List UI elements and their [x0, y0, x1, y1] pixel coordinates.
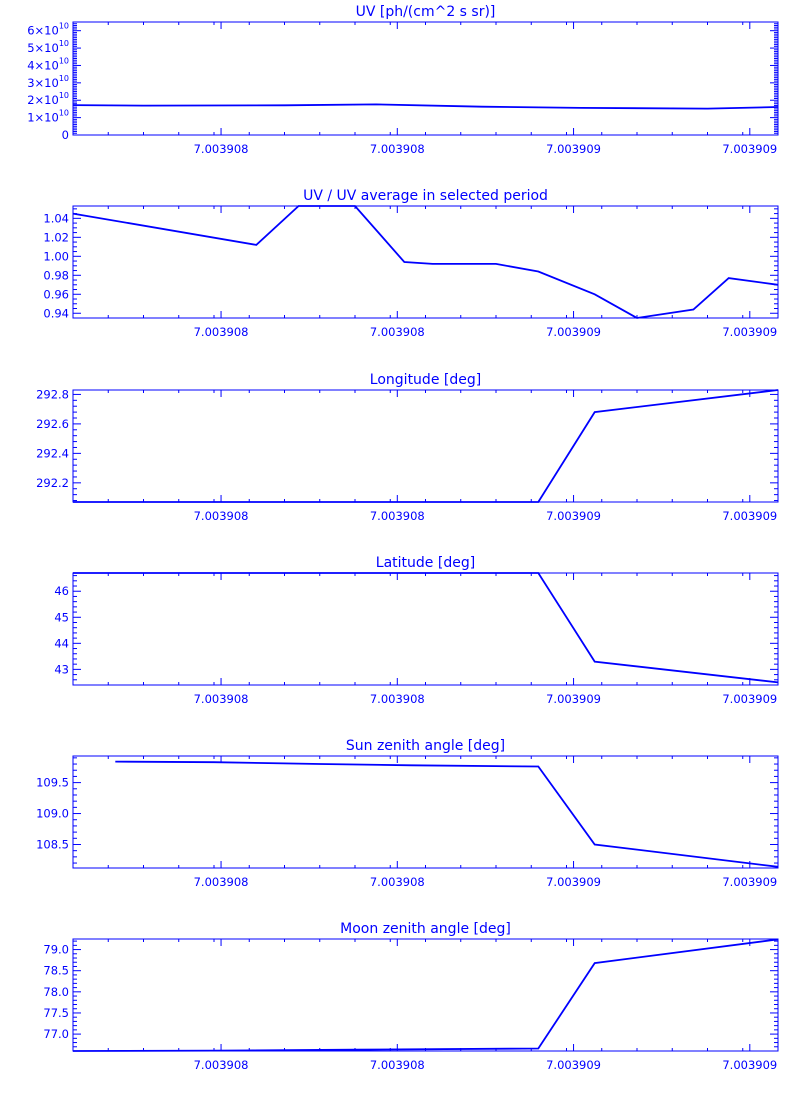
x-tick-label: 7.003908 — [194, 1058, 249, 1072]
x-tick-label: 7.003908 — [194, 325, 249, 339]
x-tick-label: 7.003909 — [546, 509, 601, 523]
series-line — [115, 760, 779, 868]
y-tick-label: 0.96 — [43, 287, 69, 301]
panel-title: UV / UV average in selected period — [303, 188, 548, 204]
plot-frame — [72, 755, 779, 869]
y-tick-label: 0.94 — [43, 306, 69, 320]
y-tick-label: 292.6 — [36, 417, 69, 431]
y-tick-label: 292.2 — [36, 476, 69, 490]
y-tick-label: 43 — [54, 662, 69, 676]
x-tick-label: 7.003909 — [546, 325, 601, 339]
y-tick-label: 5×1010 — [27, 39, 69, 55]
plot-frame — [72, 205, 779, 319]
y-tick-label: 1.02 — [43, 230, 69, 244]
x-tick-label: 7.003909 — [722, 692, 777, 706]
x-tick-label: 7.003909 — [722, 142, 777, 156]
plot-frame — [72, 389, 779, 503]
y-tick-label: 77.0 — [43, 1027, 69, 1041]
x-tick-label: 7.003909 — [722, 1058, 777, 1072]
x-tick-label: 7.003908 — [370, 142, 425, 156]
panel-5: Sun zenith angle [deg] 108.5 109.0 109.5 7.0… — [36, 738, 779, 889]
plot-frame — [72, 572, 779, 686]
panel-4: Latitude [deg] 43 44 45 46 7.003908 7.003908 7.… — [54, 555, 779, 706]
x-tick-label: 7.003908 — [194, 692, 249, 706]
x-tick-label: 7.003909 — [722, 875, 777, 889]
x-tick-label: 7.003908 — [370, 875, 425, 889]
x-tick-label: 7.003908 — [194, 509, 249, 523]
series-line — [72, 205, 779, 319]
y-tick-label: 79.0 — [43, 943, 69, 957]
panel-title: UV [ph/(cm^2 s sr)] — [356, 4, 496, 20]
x-tick-label: 7.003909 — [546, 875, 601, 889]
panel-title: Latitude [deg] — [376, 555, 475, 571]
y-tick-label: 46 — [54, 584, 69, 598]
y-tick-label: 4×1010 — [27, 56, 69, 72]
y-tick-label: 1.04 — [43, 211, 69, 225]
x-tick-label: 7.003908 — [370, 692, 425, 706]
x-tick-label: 7.003909 — [722, 509, 777, 523]
y-tick-label: 109.5 — [36, 776, 69, 790]
y-tick-label: 3×1010 — [27, 74, 69, 90]
y-tick-label: 0.98 — [43, 268, 69, 282]
y-tick-label: 2×1010 — [27, 91, 69, 107]
panel-title: Longitude [deg] — [370, 372, 481, 388]
x-tick-label: 7.003908 — [370, 325, 425, 339]
y-tick-label: 1×1010 — [27, 109, 69, 125]
x-tick-label: 7.003908 — [194, 875, 249, 889]
x-tick-label: 7.003909 — [546, 142, 601, 156]
panel-6: Moon zenith angle [deg] 77.0 77.5 78.0 78.5 7… — [43, 921, 779, 1072]
y-tick-label: 109.0 — [36, 807, 69, 821]
panel-2: UV / UV average in selected period 0.94 0.… — [43, 188, 779, 339]
y-tick-label: 292.4 — [36, 446, 69, 460]
y-tick-label: 45 — [54, 610, 69, 624]
series-line — [73, 572, 779, 684]
series-line — [72, 938, 779, 1052]
y-tick-label: 108.5 — [36, 837, 69, 851]
y-tick-label: 77.5 — [43, 1006, 69, 1020]
series-line — [72, 103, 779, 110]
panel-title: Sun zenith angle [deg] — [346, 738, 505, 754]
y-tick-label: 0 — [62, 128, 69, 142]
x-tick-label: 7.003909 — [722, 325, 777, 339]
x-tick-label: 7.003909 — [546, 1058, 601, 1072]
y-tick-label: 78.0 — [43, 985, 69, 999]
plot-frame — [72, 938, 779, 1052]
x-tick-label: 7.003908 — [370, 509, 425, 523]
y-tick-label: 6×1010 — [27, 22, 69, 38]
y-tick-label: 78.5 — [43, 964, 69, 978]
panel-title: Moon zenith angle [deg] — [340, 921, 511, 937]
x-tick-label: 7.003909 — [546, 692, 601, 706]
panel-3: Longitude [deg] 292.2 292.4 292.6 292.8 7.003… — [36, 372, 779, 523]
plot-frame — [72, 21, 779, 136]
x-tick-label: 7.003908 — [194, 142, 249, 156]
y-tick-label: 292.8 — [36, 387, 69, 401]
y-tick-label: 44 — [54, 636, 69, 650]
y-tick-label: 1.00 — [43, 249, 69, 263]
series-line — [73, 389, 779, 503]
x-tick-label: 7.003908 — [370, 1058, 425, 1072]
